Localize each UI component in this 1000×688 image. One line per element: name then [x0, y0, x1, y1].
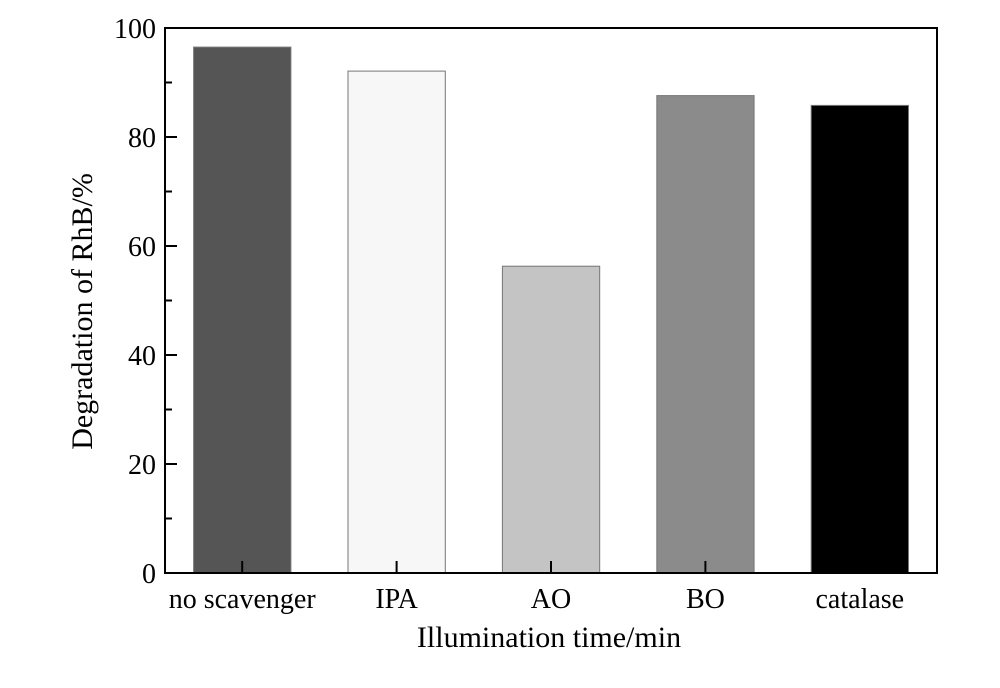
- x-axis-ticks: no scavenger IPA AO BO catalase: [169, 561, 904, 615]
- y-tick-label: 100: [114, 14, 156, 45]
- y-axis-label: Degradation of RhB/%: [66, 173, 99, 450]
- y-tick-label: 0: [142, 559, 156, 590]
- plot-frame: [164, 27, 938, 574]
- bar-no-scavenger: [193, 46, 292, 574]
- y-tick-label: 60: [128, 232, 156, 263]
- x-tick-label: no scavenger: [169, 584, 317, 615]
- bars-group: [193, 46, 910, 574]
- x-tick-label: AO: [531, 584, 571, 615]
- x-tick-label: BO: [686, 584, 725, 615]
- bar-catalase: [810, 104, 910, 574]
- y-axis-ticks: 0 20 40 60 80 100: [114, 14, 177, 590]
- bar-ao: [501, 265, 601, 574]
- x-tick-label: IPA: [375, 584, 418, 615]
- y-tick-label: 40: [128, 341, 156, 372]
- y-tick-label: 20: [128, 450, 156, 481]
- x-axis-label: Illumination time/min: [417, 621, 681, 654]
- bar-ipa: [347, 70, 446, 574]
- bar-bo: [656, 95, 755, 574]
- x-tick-label: catalase: [816, 584, 905, 615]
- y-tick-label: 80: [128, 123, 156, 154]
